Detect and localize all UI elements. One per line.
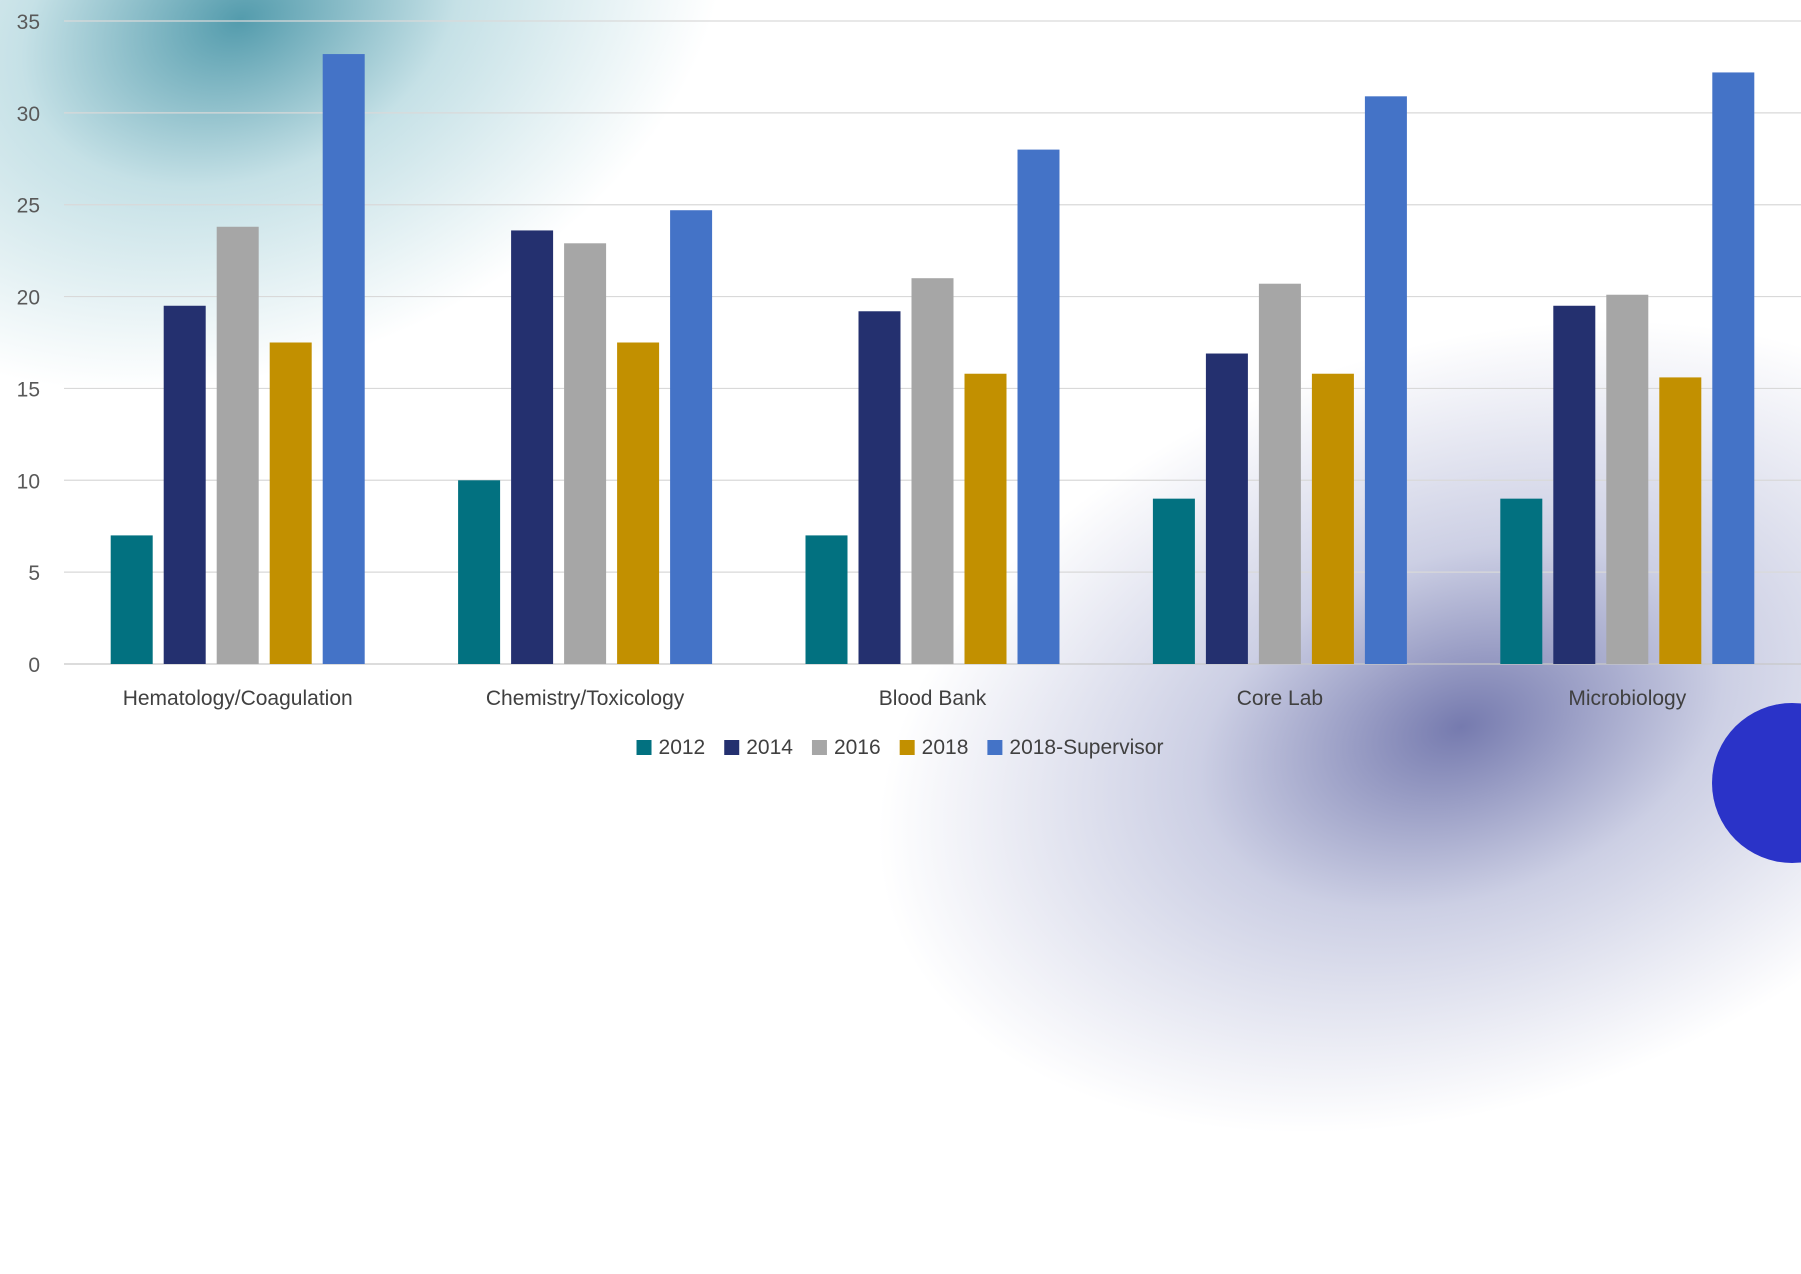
bar <box>1712 72 1755 664</box>
legend-label: 2018-Supervisor <box>1009 736 1163 759</box>
x-tick-label: Blood Bank <box>879 687 987 710</box>
y-tick-label: 15 <box>17 378 40 401</box>
bar <box>110 535 153 664</box>
bar <box>858 311 901 664</box>
bar <box>511 230 554 665</box>
legend-swatch <box>987 740 1003 755</box>
legend-swatch <box>636 740 652 755</box>
bars <box>110 54 1755 665</box>
legend-label: 2018 <box>922 736 969 759</box>
bar <box>1606 294 1649 664</box>
x-tick-label: Microbiology <box>1568 687 1686 710</box>
y-tick-label: 10 <box>17 470 40 493</box>
bar <box>964 373 1007 664</box>
bar <box>322 54 365 664</box>
bar <box>670 210 713 664</box>
bar <box>617 342 660 664</box>
x-tick-label: Hematology/Coagulation <box>123 687 353 710</box>
bar <box>269 342 312 664</box>
bar <box>163 305 206 664</box>
bar <box>1205 353 1248 664</box>
legend: 2012 2014 2016 2018 2018-Supervisor <box>636 736 1163 759</box>
bar <box>1152 498 1195 664</box>
y-tick-label: 0 <box>28 654 40 677</box>
legend-swatch <box>724 740 740 755</box>
legend-label: 2012 <box>659 736 706 759</box>
bar <box>564 243 607 664</box>
y-tick-label: 35 <box>17 11 40 34</box>
bar-chart: 0 5 10 15 20 25 30 35 Hematology/Coagulation Che… <box>17 11 1801 759</box>
y-axis-ticks: 0 5 10 15 20 25 30 35 <box>17 11 40 677</box>
x-tick-label: Core Lab <box>1237 687 1323 710</box>
legend-swatch <box>899 740 915 755</box>
bar <box>216 226 259 664</box>
bar <box>1659 377 1702 664</box>
x-axis-categories: Hematology/Coagulation Chemistry/Toxicolo… <box>123 687 1687 710</box>
bar <box>1017 149 1060 665</box>
bar <box>1364 96 1407 664</box>
y-tick-label: 20 <box>17 287 40 310</box>
y-tick-label: 30 <box>17 103 40 126</box>
bar <box>458 480 501 664</box>
bar <box>1553 305 1596 664</box>
y-tick-label: 5 <box>28 562 40 585</box>
legend-label: 2014 <box>746 736 793 759</box>
bar <box>1258 283 1301 664</box>
bar <box>1311 373 1354 664</box>
y-tick-label: 25 <box>17 195 40 218</box>
legend-swatch <box>811 740 827 755</box>
bar <box>911 278 954 664</box>
bar <box>1500 498 1543 664</box>
legend-label: 2016 <box>834 736 881 759</box>
bar <box>805 535 848 664</box>
x-tick-label: Chemistry/Toxicology <box>486 687 685 710</box>
